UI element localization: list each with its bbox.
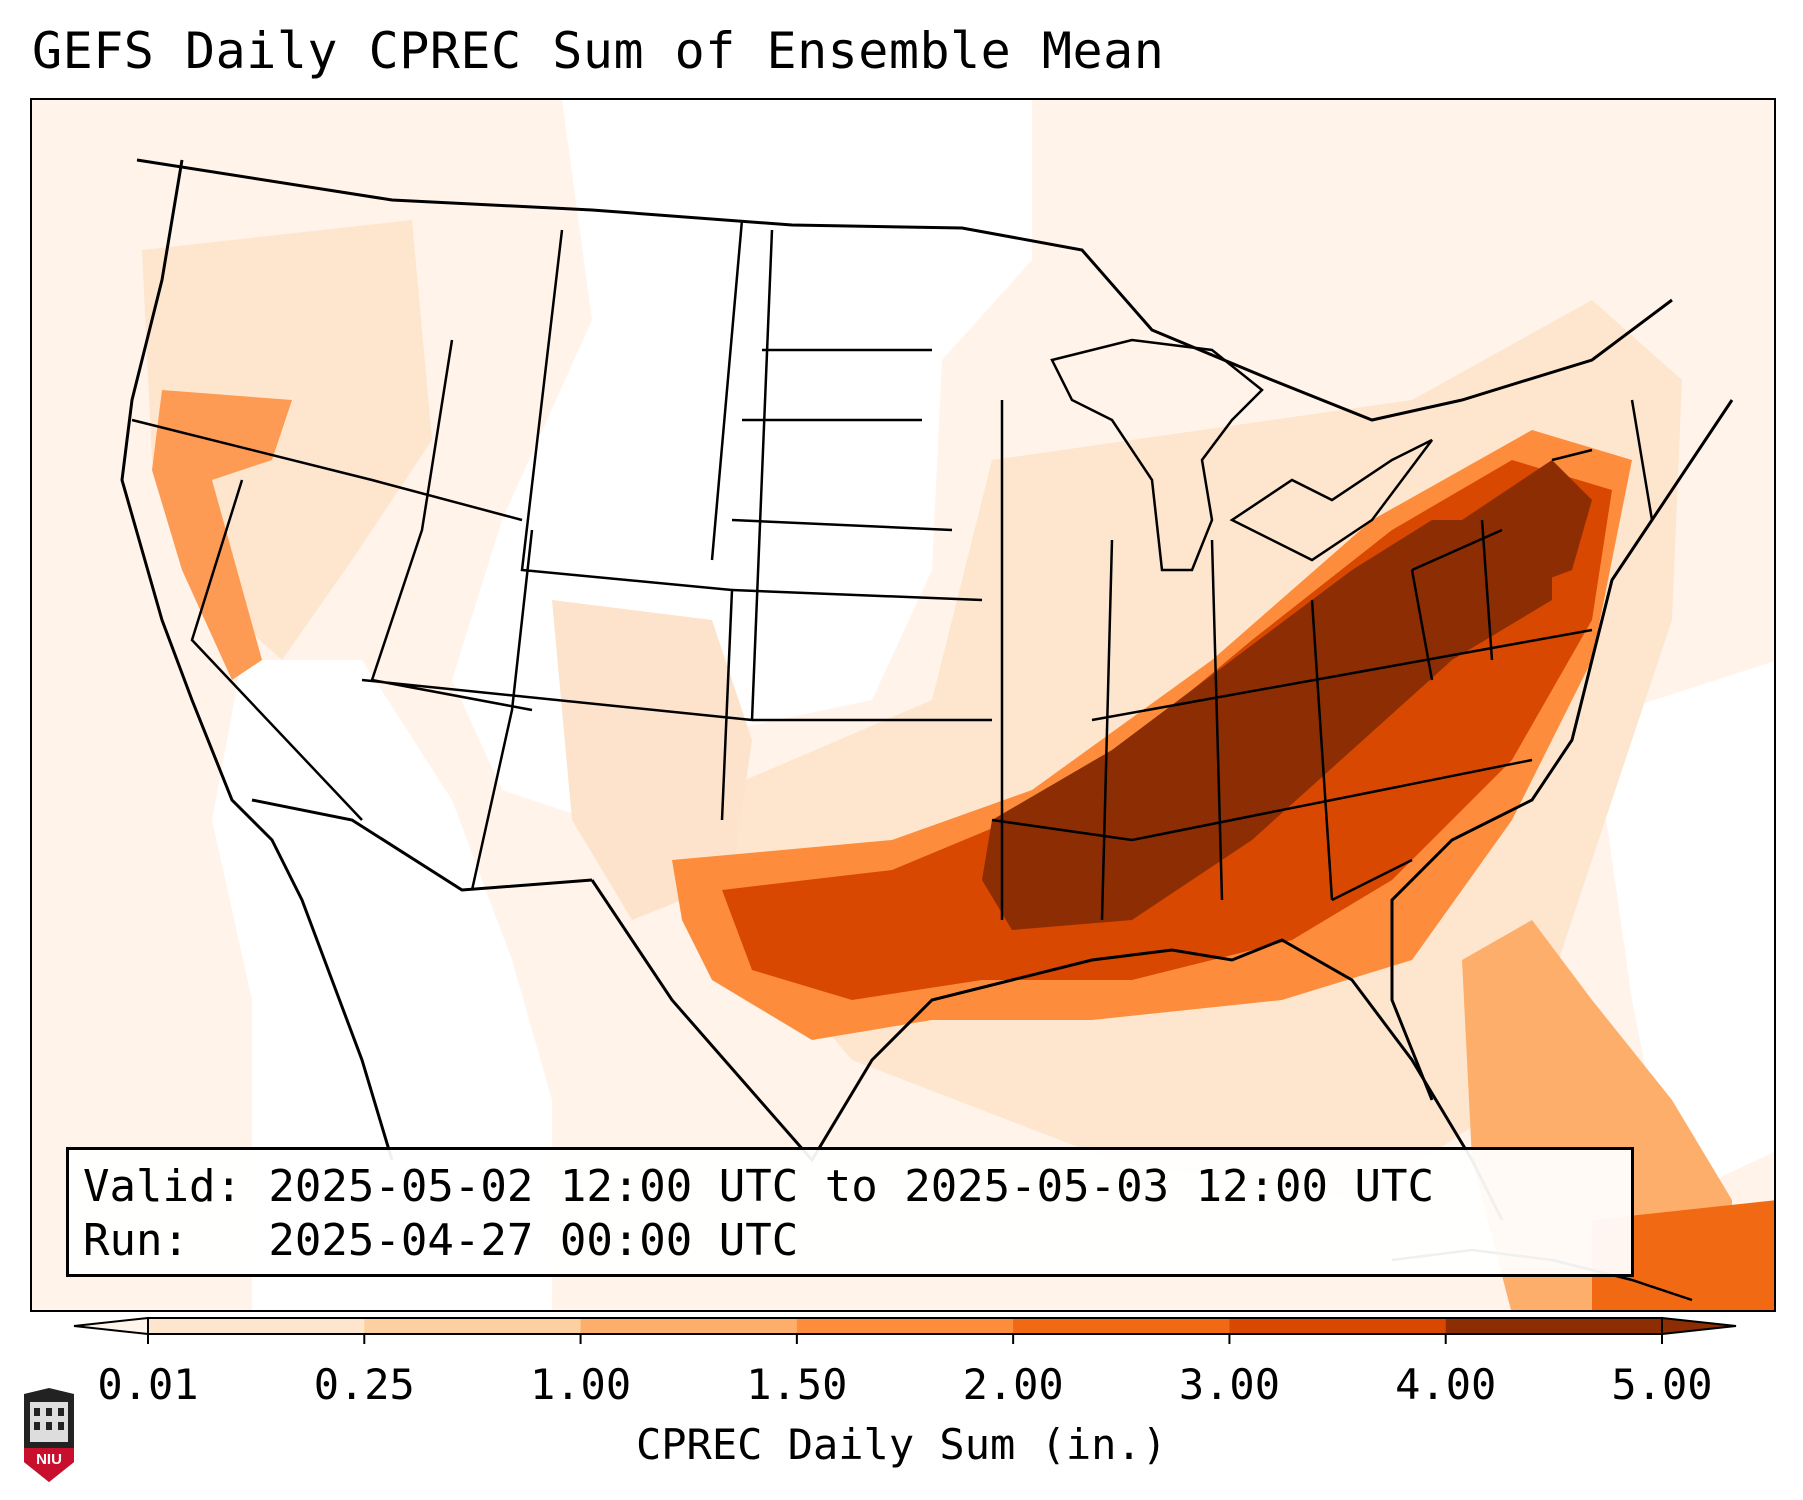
precip-nw-band bbox=[152, 390, 292, 680]
colorbar-segment bbox=[580, 1318, 798, 1334]
great-lakes bbox=[1050, 338, 1433, 572]
precipitation-map bbox=[30, 98, 1776, 1312]
colorbar-segment bbox=[1229, 1318, 1447, 1334]
colorbar-extend-min bbox=[73, 1316, 149, 1336]
colorbar-segments bbox=[148, 1318, 1663, 1334]
colorbar-segment bbox=[1013, 1318, 1230, 1334]
colorbar-outline bbox=[147, 1317, 1663, 1335]
colorbar-segment bbox=[148, 1318, 365, 1334]
run-info-box: Valid: 2025-05-02 12:00 UTC to 2025-05-0… bbox=[66, 1147, 1634, 1277]
us-canada-border bbox=[136, 158, 1673, 422]
colorbar bbox=[73, 1316, 1737, 1344]
colorbar-label: CPREC Daily Sum (in.) bbox=[635, 1420, 1167, 1469]
svg-text:NIU: NIU bbox=[36, 1451, 62, 1468]
run-time: Run: 2025-04-27 00:00 UTC bbox=[83, 1215, 799, 1266]
mexico-border bbox=[251, 798, 593, 892]
colorbar-tick-label: 2.00 bbox=[962, 1360, 1064, 1409]
colorbar-segment bbox=[1445, 1318, 1663, 1334]
colorbar-tick-label: 0.25 bbox=[313, 1360, 415, 1409]
colorbar-extend-max bbox=[1661, 1316, 1737, 1336]
colorbar-segment bbox=[364, 1318, 582, 1334]
east-coast bbox=[1390, 399, 1734, 1101]
colorbar-tick-label: 5.00 bbox=[1611, 1360, 1713, 1409]
colorbar-segment bbox=[796, 1318, 1014, 1334]
map-title: GEFS Daily CPREC Sum of Ensemble Mean bbox=[32, 22, 1165, 80]
valid-time: Valid: 2025-05-02 12:00 UTC to 2025-05-0… bbox=[83, 1161, 1435, 1212]
precip-ne-core bbox=[1462, 460, 1592, 600]
colorbar-ticks bbox=[147, 1334, 1663, 1344]
map-canvas bbox=[120, 100, 1774, 1310]
precip-max-core bbox=[982, 520, 1552, 930]
west-coast bbox=[120, 159, 394, 1161]
colorbar-tick-label: 1.50 bbox=[746, 1360, 848, 1409]
colorbar-tick-label: 0.01 bbox=[97, 1360, 199, 1409]
precip-light-rockies bbox=[552, 600, 752, 920]
no-precip-area-atlantic bbox=[1592, 661, 1774, 1200]
borders bbox=[120, 158, 1734, 1302]
colorbar-tick-label: 1.00 bbox=[529, 1360, 632, 1409]
colorbar-tick-label: 4.00 bbox=[1395, 1360, 1497, 1409]
state-lines bbox=[131, 219, 1654, 921]
gulf-coast bbox=[590, 879, 1504, 1221]
colorbar-tick-label: 3.00 bbox=[1178, 1360, 1280, 1409]
niu-logo: NIU bbox=[24, 1388, 74, 1482]
precip-shading bbox=[142, 100, 1774, 1310]
